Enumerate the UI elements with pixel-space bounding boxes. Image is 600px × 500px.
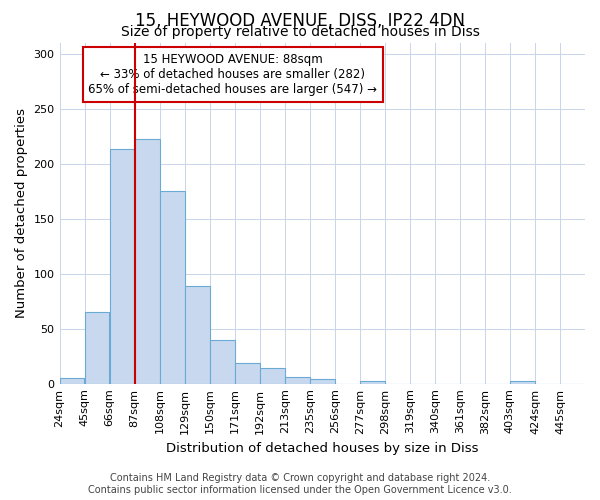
Bar [210, 340, 235, 384]
Bar [260, 368, 284, 384]
Bar [235, 363, 260, 384]
Bar [510, 382, 535, 384]
Text: 15 HEYWOOD AVENUE: 88sqm
← 33% of detached houses are smaller (282)
65% of semi-: 15 HEYWOOD AVENUE: 88sqm ← 33% of detach… [88, 52, 377, 96]
Bar [360, 382, 385, 384]
Bar [185, 286, 209, 384]
Text: Size of property relative to detached houses in Diss: Size of property relative to detached ho… [121, 25, 479, 39]
Bar [85, 312, 109, 384]
Bar [160, 191, 185, 384]
Bar [310, 380, 335, 384]
Y-axis label: Number of detached properties: Number of detached properties [15, 108, 28, 318]
Text: Contains HM Land Registry data © Crown copyright and database right 2024.
Contai: Contains HM Land Registry data © Crown c… [88, 474, 512, 495]
Bar [59, 378, 85, 384]
Text: 15, HEYWOOD AVENUE, DISS, IP22 4DN: 15, HEYWOOD AVENUE, DISS, IP22 4DN [135, 12, 465, 30]
Bar [285, 377, 310, 384]
Bar [110, 150, 134, 384]
Bar [135, 140, 160, 384]
X-axis label: Distribution of detached houses by size in Diss: Distribution of detached houses by size … [166, 442, 479, 455]
